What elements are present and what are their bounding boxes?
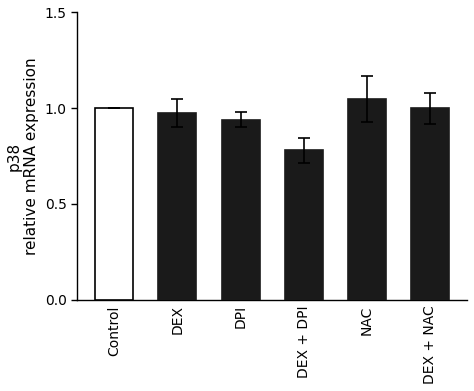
- Bar: [285, 151, 323, 300]
- Bar: [221, 120, 260, 300]
- Bar: [95, 108, 133, 300]
- Bar: [348, 99, 386, 300]
- Bar: [158, 113, 196, 300]
- Y-axis label: p38
relative mRNA expression: p38 relative mRNA expression: [7, 57, 39, 255]
- Bar: [411, 108, 449, 300]
